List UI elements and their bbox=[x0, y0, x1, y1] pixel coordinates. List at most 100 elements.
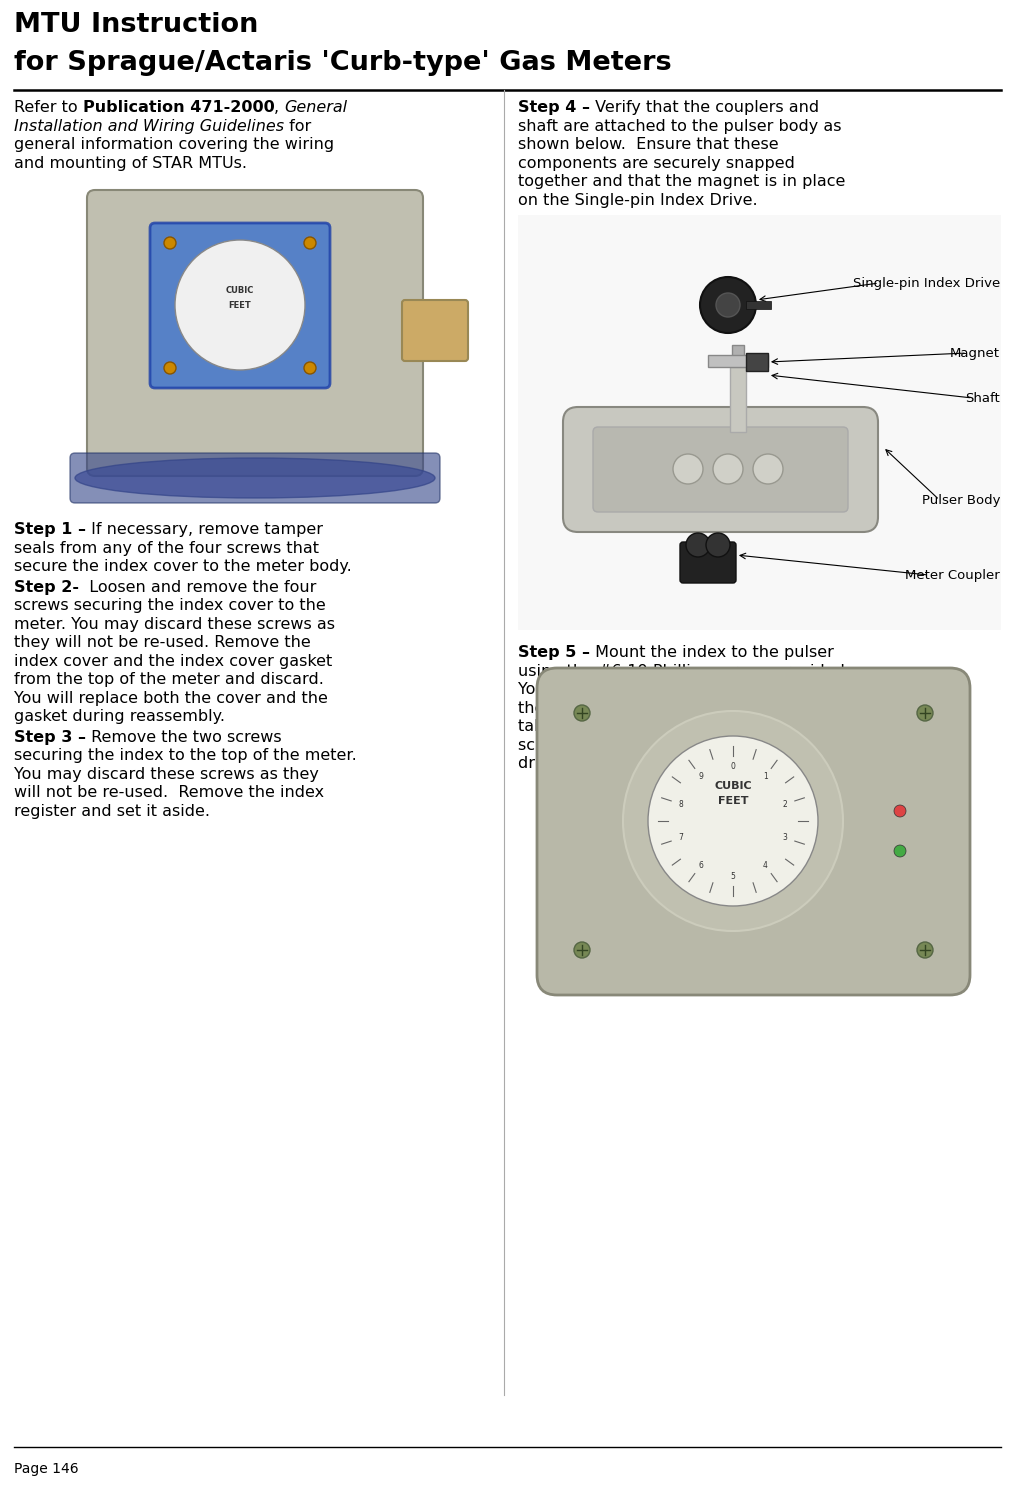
Text: tabs on the index with the mounting: tabs on the index with the mounting bbox=[518, 720, 812, 735]
FancyBboxPatch shape bbox=[680, 543, 736, 583]
Text: General: General bbox=[285, 100, 348, 115]
Circle shape bbox=[175, 240, 305, 370]
Text: Installation and Wiring Guidelines: Installation and Wiring Guidelines bbox=[14, 118, 284, 133]
Text: 6: 6 bbox=[699, 860, 703, 869]
Text: Verify that the couplers and: Verify that the couplers and bbox=[590, 100, 819, 115]
Text: general information covering the wiring: general information covering the wiring bbox=[14, 136, 334, 151]
Text: together and that the magnet is in place: together and that the magnet is in place bbox=[518, 174, 845, 189]
Circle shape bbox=[623, 711, 843, 931]
Text: Loosen and remove the four: Loosen and remove the four bbox=[79, 580, 316, 595]
Text: Mount the index to the pulser: Mount the index to the pulser bbox=[590, 645, 834, 660]
Circle shape bbox=[713, 454, 743, 484]
Text: ,: , bbox=[275, 100, 285, 115]
Text: 2: 2 bbox=[783, 799, 788, 808]
FancyBboxPatch shape bbox=[593, 427, 848, 513]
Text: screws.  Ensure that the pin on the index: screws. Ensure that the pin on the index bbox=[518, 738, 848, 752]
Text: index cover and the index cover gasket: index cover and the index cover gasket bbox=[14, 654, 333, 669]
Text: 8: 8 bbox=[678, 799, 683, 808]
Bar bbox=[518, 214, 1001, 630]
FancyBboxPatch shape bbox=[563, 408, 878, 532]
Text: securing the index to the top of the meter.: securing the index to the top of the met… bbox=[14, 748, 357, 763]
Text: register and set it aside.: register and set it aside. bbox=[14, 803, 210, 818]
Text: Refer to: Refer to bbox=[14, 100, 83, 115]
Text: shown below.  Ensure that these: shown below. Ensure that these bbox=[518, 136, 778, 151]
Text: the pulser body first.  Then engage the: the pulser body first. Then engage the bbox=[518, 700, 833, 715]
Circle shape bbox=[917, 941, 933, 958]
Text: meter. You may discard these screws as: meter. You may discard these screws as bbox=[14, 616, 335, 631]
Text: Step 2-: Step 2- bbox=[14, 580, 79, 595]
Text: MTU Instruction: MTU Instruction bbox=[14, 12, 259, 37]
FancyBboxPatch shape bbox=[537, 669, 970, 995]
Text: for Sprague/Actaris 'Curb-type' Gas Meters: for Sprague/Actaris 'Curb-type' Gas Mete… bbox=[14, 49, 671, 76]
Text: 3: 3 bbox=[783, 833, 788, 842]
Circle shape bbox=[574, 705, 590, 721]
Text: for: for bbox=[284, 118, 311, 133]
Text: You may discard these screws as they: You may discard these screws as they bbox=[14, 766, 318, 781]
Text: Publication 471-2000: Publication 471-2000 bbox=[83, 100, 275, 115]
Text: FEET: FEET bbox=[228, 300, 252, 309]
Text: they will not be re-used. Remove the: they will not be re-used. Remove the bbox=[14, 636, 310, 651]
Text: CUBIC: CUBIC bbox=[714, 781, 752, 791]
Text: Shaft: Shaft bbox=[966, 391, 1000, 405]
Circle shape bbox=[700, 277, 756, 333]
Text: from the top of the meter and discard.: from the top of the meter and discard. bbox=[14, 672, 324, 687]
Text: Step 4 –: Step 4 – bbox=[518, 100, 590, 115]
Circle shape bbox=[304, 237, 316, 249]
Circle shape bbox=[894, 805, 906, 817]
Text: Remove the two screws: Remove the two screws bbox=[86, 730, 282, 745]
Text: Step 3 –: Step 3 – bbox=[14, 730, 86, 745]
Circle shape bbox=[648, 736, 818, 905]
Circle shape bbox=[706, 534, 730, 558]
Circle shape bbox=[304, 361, 316, 373]
Circle shape bbox=[894, 845, 906, 857]
Bar bbox=[746, 301, 771, 309]
Bar bbox=[730, 367, 746, 432]
Text: Pulser Body: Pulser Body bbox=[921, 493, 1000, 507]
Ellipse shape bbox=[75, 459, 435, 498]
Text: 5: 5 bbox=[731, 871, 735, 880]
Text: shaft are attached to the pulser body as: shaft are attached to the pulser body as bbox=[518, 118, 841, 133]
Circle shape bbox=[686, 534, 710, 558]
Text: Meter Coupler: Meter Coupler bbox=[905, 568, 1000, 582]
Circle shape bbox=[917, 705, 933, 721]
FancyBboxPatch shape bbox=[70, 453, 440, 504]
Text: Page 146: Page 146 bbox=[14, 1462, 79, 1477]
Bar bbox=[527, 669, 980, 995]
Text: gasket during reassembly.: gasket during reassembly. bbox=[14, 709, 225, 724]
Text: Single-pin Index Drive: Single-pin Index Drive bbox=[852, 276, 1000, 289]
Text: FEET: FEET bbox=[718, 796, 748, 806]
Text: 1: 1 bbox=[763, 772, 767, 781]
FancyBboxPatch shape bbox=[150, 223, 330, 388]
Bar bbox=[732, 345, 744, 400]
Circle shape bbox=[164, 237, 176, 249]
Circle shape bbox=[673, 454, 703, 484]
Circle shape bbox=[716, 292, 740, 316]
Text: If necessary, remove tamper: If necessary, remove tamper bbox=[86, 522, 323, 537]
Bar bbox=[55, 168, 455, 502]
Circle shape bbox=[753, 454, 783, 484]
Text: screws securing the index cover to the: screws securing the index cover to the bbox=[14, 598, 326, 613]
Text: 4: 4 bbox=[763, 860, 767, 869]
Text: on the Single-pin Index Drive.: on the Single-pin Index Drive. bbox=[518, 192, 757, 207]
Text: 0: 0 bbox=[731, 761, 735, 770]
FancyBboxPatch shape bbox=[402, 300, 468, 361]
Text: will not be re-used.  Remove the index: will not be re-used. Remove the index bbox=[14, 785, 325, 800]
Text: Step 1 –: Step 1 – bbox=[14, 522, 86, 537]
Bar bbox=[746, 352, 768, 370]
Text: and mounting of STAR MTUs.: and mounting of STAR MTUs. bbox=[14, 156, 247, 171]
Text: Step 5 –: Step 5 – bbox=[518, 645, 590, 660]
Text: 7: 7 bbox=[678, 833, 683, 842]
Text: CUBIC: CUBIC bbox=[225, 285, 254, 294]
Text: components are securely snapped: components are securely snapped bbox=[518, 156, 795, 171]
Text: seals from any of the four screws that: seals from any of the four screws that bbox=[14, 541, 319, 556]
Text: Magnet: Magnet bbox=[950, 346, 1000, 360]
Text: drive engages the wiggler on the index.: drive engages the wiggler on the index. bbox=[518, 755, 839, 770]
Bar bbox=[708, 355, 768, 367]
Circle shape bbox=[574, 941, 590, 958]
Text: 9: 9 bbox=[699, 772, 703, 781]
Text: You will replace both the cover and the: You will replace both the cover and the bbox=[14, 691, 328, 706]
Circle shape bbox=[164, 361, 176, 373]
Text: secure the index cover to the meter body.: secure the index cover to the meter body… bbox=[14, 559, 352, 574]
FancyBboxPatch shape bbox=[87, 190, 423, 477]
Text: You can start the screws in the posts on: You can start the screws in the posts on bbox=[518, 682, 838, 697]
